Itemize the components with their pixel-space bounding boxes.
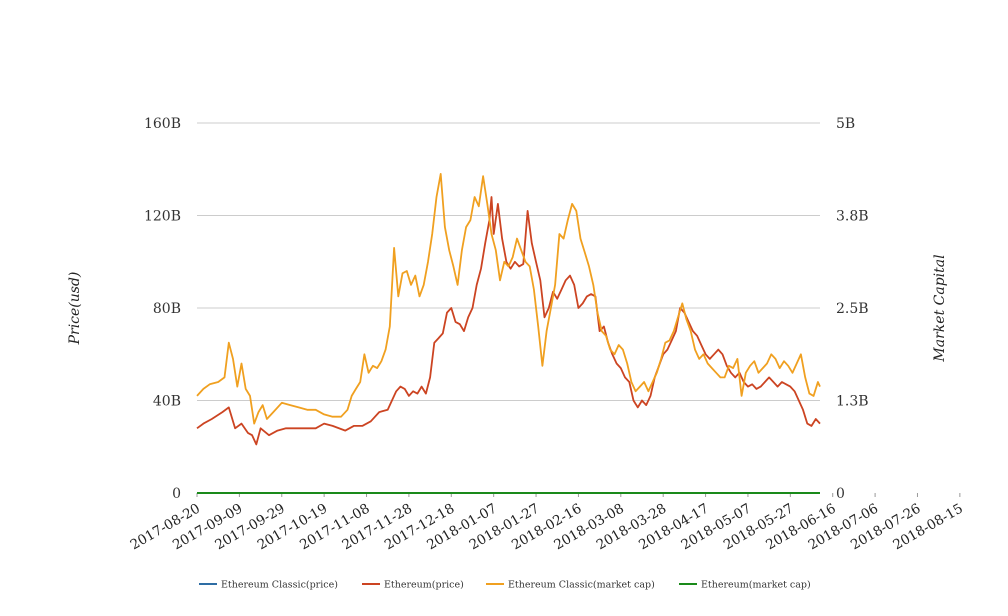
right-y-axis-title: Market Capital bbox=[932, 254, 948, 362]
left-y-tick-label: 120B bbox=[144, 209, 181, 225]
legend-label: Ethereum(price) bbox=[384, 580, 464, 591]
series-line-2 bbox=[196, 173, 821, 425]
legend: Ethereum Classic(price) Ethereum(price) Et… bbox=[199, 580, 811, 591]
right-y-tick-label: 0 bbox=[836, 486, 845, 502]
left-y-tick-label: 40B bbox=[153, 394, 181, 410]
legend-label: Ethereum(market cap) bbox=[701, 580, 811, 591]
legend-label: Ethereum Classic(price) bbox=[221, 580, 338, 591]
left-y-tick-label: 160B bbox=[144, 116, 181, 132]
right-y-tick-label: 5B bbox=[836, 116, 855, 132]
right-y-tick-label: 2.5B bbox=[836, 301, 869, 317]
left-y-tick-label: 80B bbox=[153, 301, 181, 317]
gridlines bbox=[197, 122, 820, 401]
left-y-axis-ticks: 0 40B 80B 120B 160B bbox=[144, 116, 181, 502]
left-y-tick-label: 0 bbox=[172, 486, 181, 502]
left-y-axis-title: Price(usd) bbox=[67, 272, 83, 346]
series-line-1 bbox=[196, 196, 821, 446]
right-y-axis-ticks: 0 1.3B 2.5B 3.8B 5B bbox=[836, 116, 869, 502]
right-y-tick-label: 3.8B bbox=[836, 209, 869, 225]
x-axis-ticks: 2017-08-202017-09-092017-09-292017-10-19… bbox=[128, 493, 966, 553]
legend-label: Ethereum Classic(market cap) bbox=[508, 580, 655, 591]
series-lines bbox=[196, 173, 821, 494]
right-y-tick-label: 1.3B bbox=[836, 394, 869, 410]
